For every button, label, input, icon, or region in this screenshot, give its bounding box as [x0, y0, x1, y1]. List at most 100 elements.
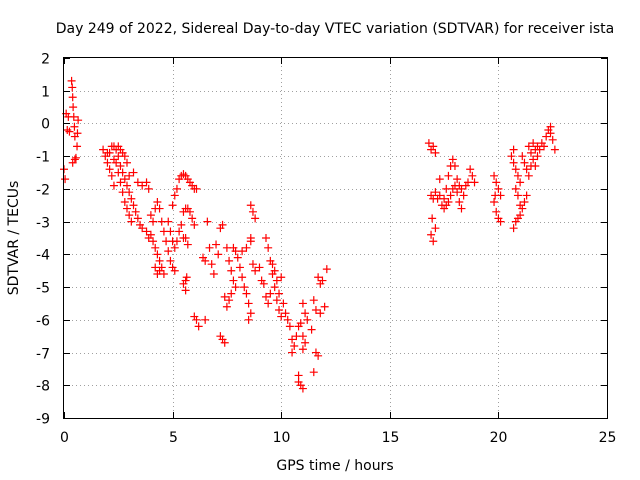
data-point [288, 335, 297, 344]
x-tick-label: 0 [60, 430, 69, 446]
data-point [183, 240, 192, 249]
data-point [516, 178, 525, 187]
data-point [133, 214, 142, 223]
data-point [320, 302, 329, 311]
data-point [429, 142, 438, 151]
data-point [311, 306, 320, 314]
data-point [531, 162, 540, 170]
x-axis-title: GPS time / hours [276, 458, 393, 474]
data-point [455, 198, 464, 206]
data-point [309, 368, 318, 377]
data-point [149, 217, 158, 226]
data-point [466, 165, 475, 174]
data-point [168, 201, 177, 210]
data-point [65, 127, 74, 136]
data-point [270, 266, 279, 275]
data-point [507, 152, 516, 161]
data-point [248, 260, 257, 269]
data-point [255, 263, 264, 272]
data-point [261, 234, 270, 242]
data-point [470, 178, 479, 187]
data-point [170, 266, 179, 275]
data-point [144, 184, 153, 193]
data-point [155, 266, 164, 275]
y-axis-title: SDTVAR / TECUs [6, 181, 22, 296]
data-point [127, 217, 136, 226]
data-point [205, 243, 214, 252]
data-point [107, 171, 116, 180]
data-point [548, 135, 557, 144]
data-point [272, 276, 281, 285]
data-point [246, 309, 255, 318]
data-point [99, 145, 108, 154]
data-point [125, 171, 134, 180]
data-layer [60, 76, 559, 393]
data-point [435, 191, 444, 200]
data-point [120, 198, 129, 206]
data-point [513, 171, 522, 180]
data-point [520, 158, 529, 167]
data-point [277, 312, 286, 321]
data-point [114, 168, 123, 177]
data-point [444, 198, 453, 206]
y-tick-label: -3 [36, 216, 50, 232]
data-point [220, 338, 229, 347]
data-point [246, 201, 255, 210]
data-point [218, 220, 227, 229]
data-point [166, 256, 175, 265]
data-point [264, 299, 273, 308]
data-point [67, 76, 76, 85]
data-point [74, 116, 83, 125]
data-point [233, 253, 242, 262]
data-point [73, 129, 82, 138]
data-point [296, 319, 305, 328]
data-point [516, 211, 525, 220]
data-point [194, 322, 203, 331]
data-point [303, 315, 312, 324]
y-tick-label: -4 [36, 248, 50, 264]
x-tick-label: 25 [599, 430, 617, 446]
data-point [494, 184, 503, 193]
data-point [229, 276, 238, 285]
data-point [231, 283, 240, 292]
y-tick-label: -5 [36, 281, 50, 297]
data-point [225, 296, 234, 305]
data-point [546, 129, 555, 138]
data-point [149, 237, 158, 246]
data-point [192, 315, 201, 324]
data-point [468, 171, 477, 180]
data-point [309, 296, 318, 305]
data-point [114, 152, 123, 161]
data-point [70, 122, 79, 131]
data-point [492, 178, 501, 187]
data-point [492, 207, 501, 216]
data-point [166, 227, 175, 236]
data-point [298, 332, 307, 341]
data-point [450, 162, 459, 170]
data-point [288, 348, 297, 357]
data-point [246, 237, 255, 246]
data-point [251, 214, 260, 223]
data-point [127, 194, 136, 203]
data-point [103, 148, 112, 157]
data-point [272, 296, 281, 305]
data-point [190, 220, 199, 229]
y-tick-label: -9 [36, 412, 50, 428]
data-point [275, 289, 284, 298]
data-point [294, 371, 303, 380]
data-point [453, 188, 462, 197]
data-point [268, 260, 277, 269]
data-point [509, 224, 518, 233]
chart-title: Day 249 of 2022, Sidereal Day-to-day VTE… [56, 21, 614, 37]
y-tick-label: -2 [36, 183, 50, 199]
data-point [518, 204, 527, 213]
data-point [109, 181, 118, 190]
data-point [242, 243, 251, 252]
data-point [270, 283, 279, 292]
data-point [518, 152, 527, 161]
y-tick-label: -1 [36, 150, 50, 166]
data-point [129, 168, 138, 177]
data-point [109, 155, 118, 164]
data-point [177, 220, 186, 229]
